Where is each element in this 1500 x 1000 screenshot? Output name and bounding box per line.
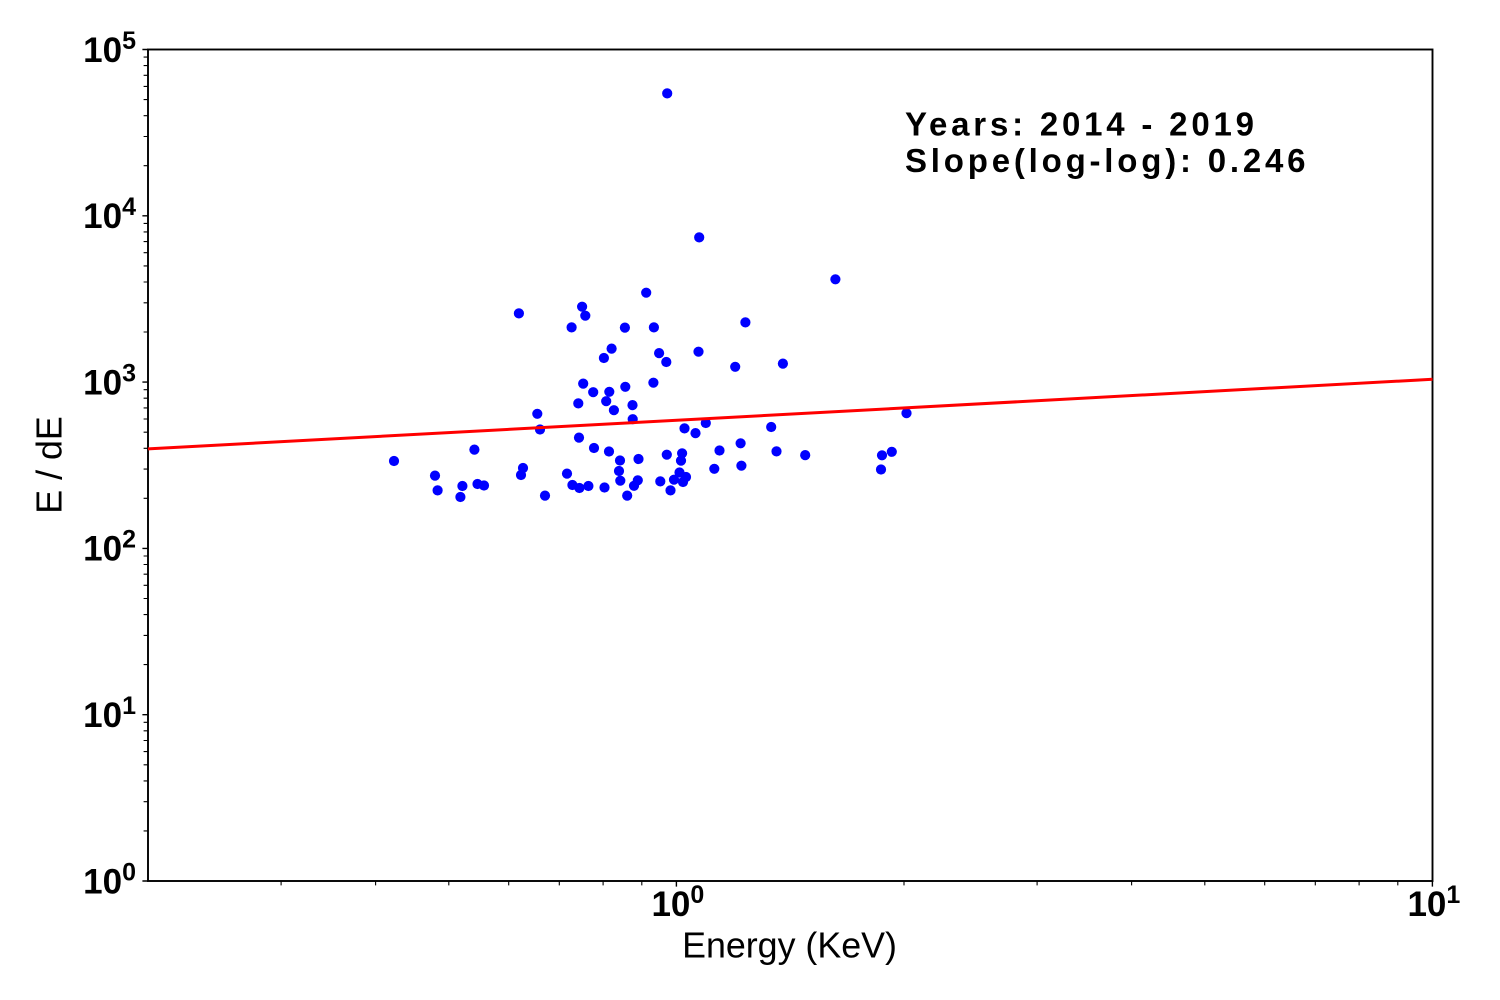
- svg-text:Energy (KeV): Energy (KeV): [682, 926, 897, 966]
- svg-text:Years: 2014 - 2019: Years: 2014 - 2019: [905, 105, 1258, 142]
- svg-text:E / dE: E / dE: [30, 416, 70, 514]
- svg-text:Slope(log-log): 0.246: Slope(log-log): 0.246: [905, 142, 1309, 179]
- svg-text:102: 102: [83, 526, 136, 569]
